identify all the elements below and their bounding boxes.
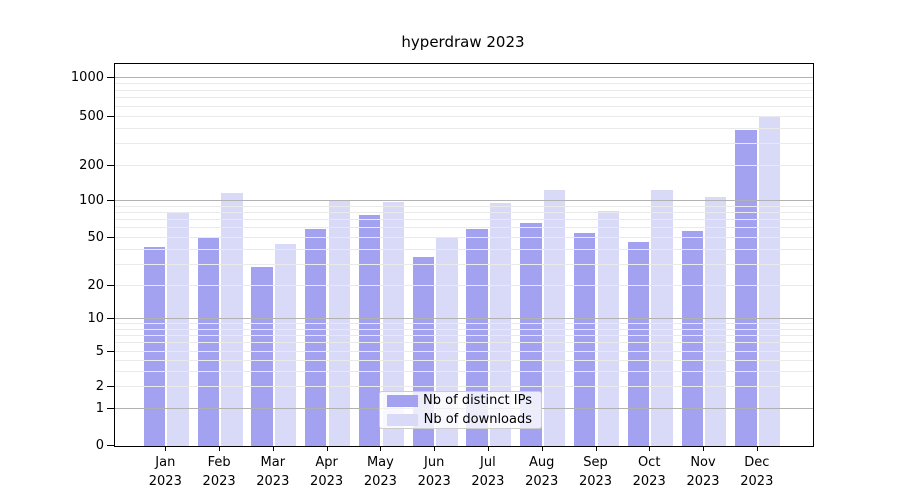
legend-entry-distinct-ips: Nb of distinct IPs <box>380 393 541 408</box>
bar-distinct-ips-aug <box>520 222 542 446</box>
gridline-9 <box>115 323 813 324</box>
gridline-5 <box>115 351 813 352</box>
y-tick-mark-500 <box>107 116 114 117</box>
y-tick-label-0: 0 <box>95 437 104 453</box>
bar-distinct-ips-mar <box>251 266 273 446</box>
gridline-600 <box>115 105 813 107</box>
x-tick-mark-dec <box>756 446 758 451</box>
x-tick-label-jun: Jun 2023 <box>417 455 451 489</box>
gridline-300 <box>115 143 813 145</box>
legend-swatch-downloads <box>387 413 418 426</box>
x-tick-label-nov: Nov 2023 <box>686 455 720 489</box>
x-tick-mark-oct <box>649 446 651 451</box>
legend-label-downloads: Nb of downloads <box>423 412 532 427</box>
x-tick-mark-feb <box>219 446 221 451</box>
gridline-700 <box>115 97 813 99</box>
bar-distinct-ips-sep <box>574 233 596 446</box>
bar-distinct-ips-feb <box>197 237 219 446</box>
y-tick-mark-1000 <box>107 77 114 78</box>
bar-downloads-jul <box>490 202 512 446</box>
x-tick-label-mar: Mar 2023 <box>256 455 290 489</box>
bar-distinct-ips-oct <box>627 242 650 446</box>
legend: Nb of distinct IPs Nb of downloads <box>379 391 542 429</box>
x-tick-mark-jul <box>487 446 489 451</box>
gridline-8 <box>115 328 813 330</box>
gridline-800 <box>115 89 813 91</box>
gridline-80 <box>115 212 813 214</box>
legend-entry-downloads: Nb of downloads <box>380 412 541 427</box>
x-tick-mark-jun <box>434 446 436 451</box>
x-tick-label-apr: Apr 2023 <box>310 455 344 489</box>
gridline-60 <box>115 227 813 229</box>
gridline-200 <box>115 165 813 166</box>
legend-swatch-distinct-ips <box>387 394 418 407</box>
bar-distinct-ips-dec <box>735 130 757 446</box>
bar-downloads-sep <box>597 211 619 446</box>
y-tick-label-1000: 1000 <box>70 69 104 85</box>
gridline-90 <box>115 206 813 207</box>
gridline-100 <box>115 200 813 202</box>
y-tick-mark-0 <box>107 445 114 446</box>
y-tick-label-10: 10 <box>87 310 104 326</box>
gridline-30 <box>115 263 813 265</box>
y-tick-mark-10 <box>107 318 114 319</box>
bar-distinct-ips-jan <box>143 247 166 446</box>
x-tick-label-jul: Jul 2023 <box>471 455 505 489</box>
gridline-4 <box>115 359 813 361</box>
y-tick-mark-2 <box>107 386 114 387</box>
x-tick-mark-sep <box>595 446 597 451</box>
legend-label-distinct-ips: Nb of distinct IPs <box>423 393 532 408</box>
y-tick-mark-200 <box>107 165 114 166</box>
x-tick-mark-apr <box>326 446 328 451</box>
y-tick-label-2: 2 <box>95 378 104 394</box>
gridline-500 <box>115 116 813 117</box>
y-tick-mark-20 <box>107 285 114 286</box>
x-tick-label-aug: Aug 2023 <box>525 455 559 489</box>
gridline-6 <box>115 342 813 344</box>
gridline-50 <box>115 237 813 238</box>
x-tick-label-may: May 2023 <box>363 455 397 489</box>
y-tick-label-1: 1 <box>95 400 104 416</box>
bar-distinct-ips-nov <box>681 231 703 446</box>
gridline-70 <box>115 219 813 221</box>
y-tick-mark-50 <box>107 237 114 238</box>
gridline-10 <box>115 318 813 319</box>
y-tick-mark-1 <box>107 408 114 409</box>
bar-downloads-dec <box>758 117 781 446</box>
bar-downloads-feb <box>221 193 243 446</box>
y-tick-mark-100 <box>107 200 114 202</box>
gridline-20 <box>115 285 813 286</box>
x-tick-mark-may <box>380 446 382 451</box>
x-tick-mark-jan <box>165 446 167 451</box>
x-tick-mark-nov <box>703 446 704 451</box>
bar-distinct-ips-may <box>358 215 381 446</box>
x-tick-label-oct: Oct 2023 <box>632 455 666 489</box>
gridline-1000 <box>115 77 813 78</box>
y-tick-label-50: 50 <box>87 229 104 245</box>
plot-area <box>114 63 814 447</box>
gridline-3 <box>115 370 813 372</box>
gridline-40 <box>115 248 813 250</box>
y-tick-label-200: 200 <box>79 157 104 173</box>
y-tick-label-5: 5 <box>95 343 104 359</box>
bar-downloads-nov <box>705 197 727 446</box>
bar-downloads-mar <box>274 243 297 446</box>
x-tick-mark-aug <box>541 446 543 451</box>
gridline-2 <box>115 386 813 387</box>
y-tick-label-100: 100 <box>79 192 104 208</box>
gridline-400 <box>115 127 813 129</box>
y-tick-mark-5 <box>107 351 114 352</box>
y-tick-label-20: 20 <box>87 277 104 293</box>
x-tick-label-sep: Sep 2023 <box>578 455 613 489</box>
x-tick-label-dec: Dec 2023 <box>740 455 774 489</box>
x-tick-mark-mar <box>272 446 274 451</box>
bar-distinct-ips-apr <box>305 229 327 446</box>
gridline-7 <box>115 335 813 336</box>
x-tick-label-jan: Jan 2023 <box>148 455 182 489</box>
y-tick-label-500: 500 <box>79 108 104 124</box>
chart-title: hyperdraw 2023 <box>401 33 525 51</box>
x-tick-label-feb: Feb 2023 <box>202 455 236 489</box>
gridline-900 <box>115 82 813 84</box>
